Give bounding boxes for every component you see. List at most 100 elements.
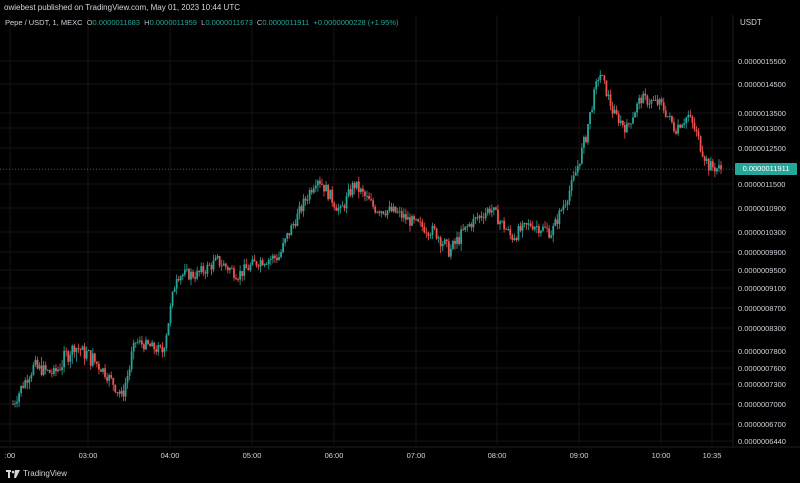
candle-body-4 — [20, 385, 23, 394]
candle-body-167 — [353, 183, 356, 189]
candle-122 — [261, 257, 264, 266]
candle-body-93 — [202, 266, 205, 273]
candle-body-98 — [212, 260, 215, 270]
candle-body-245 — [513, 238, 516, 240]
candle-body-177 — [374, 206, 377, 213]
candle-27 — [67, 349, 70, 366]
candle-282 — [589, 111, 591, 130]
x-tick-label-6: 08:00 — [488, 451, 507, 460]
candle-body-242 — [507, 229, 510, 230]
candle-17 — [46, 369, 49, 372]
candle-76 — [167, 322, 170, 336]
candle-body-76 — [167, 323, 170, 336]
candle-172 — [364, 189, 366, 202]
candle-307 — [640, 94, 643, 109]
candle-body-102 — [220, 265, 223, 267]
candle-body-120 — [257, 265, 260, 267]
candle-body-305 — [636, 103, 639, 113]
candle-20 — [52, 365, 55, 377]
candle-body-20 — [52, 368, 55, 374]
candle-283 — [591, 105, 594, 114]
candle-body-64 — [143, 344, 145, 350]
candle-2 — [16, 395, 18, 408]
candle-body-163 — [345, 196, 348, 209]
candle-body-193 — [407, 217, 409, 220]
candle-309 — [644, 88, 647, 101]
y-tick-label-10: 0.0000009100 — [738, 284, 786, 293]
candle-body-329 — [685, 117, 688, 124]
candle-1 — [14, 400, 16, 408]
candle-body-145 — [308, 190, 311, 200]
candle-body-72 — [159, 345, 162, 347]
candle-body-256 — [535, 225, 538, 228]
candle-body-52 — [118, 392, 121, 394]
candle-body-129 — [276, 257, 278, 261]
candle-body-19 — [50, 372, 53, 374]
candle-199 — [419, 216, 422, 227]
candle-body-104 — [224, 263, 227, 267]
candle-207 — [435, 227, 438, 240]
candle-body-247 — [517, 226, 520, 241]
candle-body-89 — [194, 277, 196, 279]
candle-10 — [32, 362, 35, 376]
candle-body-312 — [650, 100, 653, 104]
candle-body-201 — [423, 227, 426, 233]
candle-257 — [537, 223, 540, 238]
candle-184 — [388, 200, 391, 213]
candle-body-21 — [55, 368, 57, 372]
candle-123 — [263, 263, 266, 268]
candle-body-94 — [204, 272, 207, 274]
candle-body-141 — [300, 206, 303, 212]
candle-body-13 — [38, 365, 41, 369]
candle-body-331 — [689, 114, 692, 117]
candle-body-295 — [615, 109, 618, 114]
candle-body-300 — [625, 123, 628, 133]
candle-body-125 — [267, 259, 270, 265]
candle-190 — [400, 207, 403, 222]
candle-344 — [716, 167, 718, 175]
candle-body-87 — [190, 271, 192, 280]
candle-body-148 — [314, 185, 317, 189]
candle-body-251 — [525, 223, 528, 225]
candle-67 — [149, 342, 151, 347]
tradingview-logo[interactable]: TradingView — [6, 469, 67, 478]
candle-51 — [116, 391, 119, 397]
candle-31 — [75, 347, 78, 362]
candle-277 — [578, 163, 581, 170]
candle-167 — [353, 181, 356, 195]
candle-body-130 — [278, 257, 280, 261]
candle-body-288 — [601, 74, 604, 76]
candle-259 — [542, 223, 544, 232]
candle-body-199 — [419, 221, 422, 223]
candle-body-159 — [337, 208, 340, 211]
y-tick-label-0: 0.0000015500 — [738, 57, 786, 66]
candle-body-1 — [14, 403, 16, 405]
candle-body-132 — [282, 242, 284, 253]
candle-body-200 — [421, 221, 424, 228]
candle-292 — [609, 89, 612, 111]
candle-body-234 — [490, 210, 493, 213]
candle-body-171 — [362, 188, 364, 192]
candle-body-290 — [605, 80, 608, 96]
candle-body-9 — [30, 374, 33, 379]
candle-body-213 — [447, 241, 450, 257]
candle-body-173 — [366, 195, 368, 197]
candle-173 — [366, 190, 368, 201]
candle-body-127 — [271, 255, 274, 259]
candle-body-179 — [378, 211, 381, 214]
candle-body-78 — [171, 291, 174, 306]
candle-70 — [155, 345, 158, 355]
candle-body-133 — [284, 238, 287, 243]
candle-body-29 — [71, 345, 74, 355]
candle-body-228 — [478, 215, 481, 219]
y-tick-label-7: 0.0000010300 — [738, 228, 786, 237]
candle-body-316 — [658, 99, 661, 105]
candle-140 — [298, 201, 301, 220]
candle-body-122 — [261, 260, 264, 266]
candle-125 — [267, 257, 270, 270]
candle-26 — [65, 347, 68, 357]
candle-body-195 — [411, 216, 413, 226]
candle-body-106 — [228, 268, 231, 271]
candle-body-254 — [531, 226, 534, 230]
